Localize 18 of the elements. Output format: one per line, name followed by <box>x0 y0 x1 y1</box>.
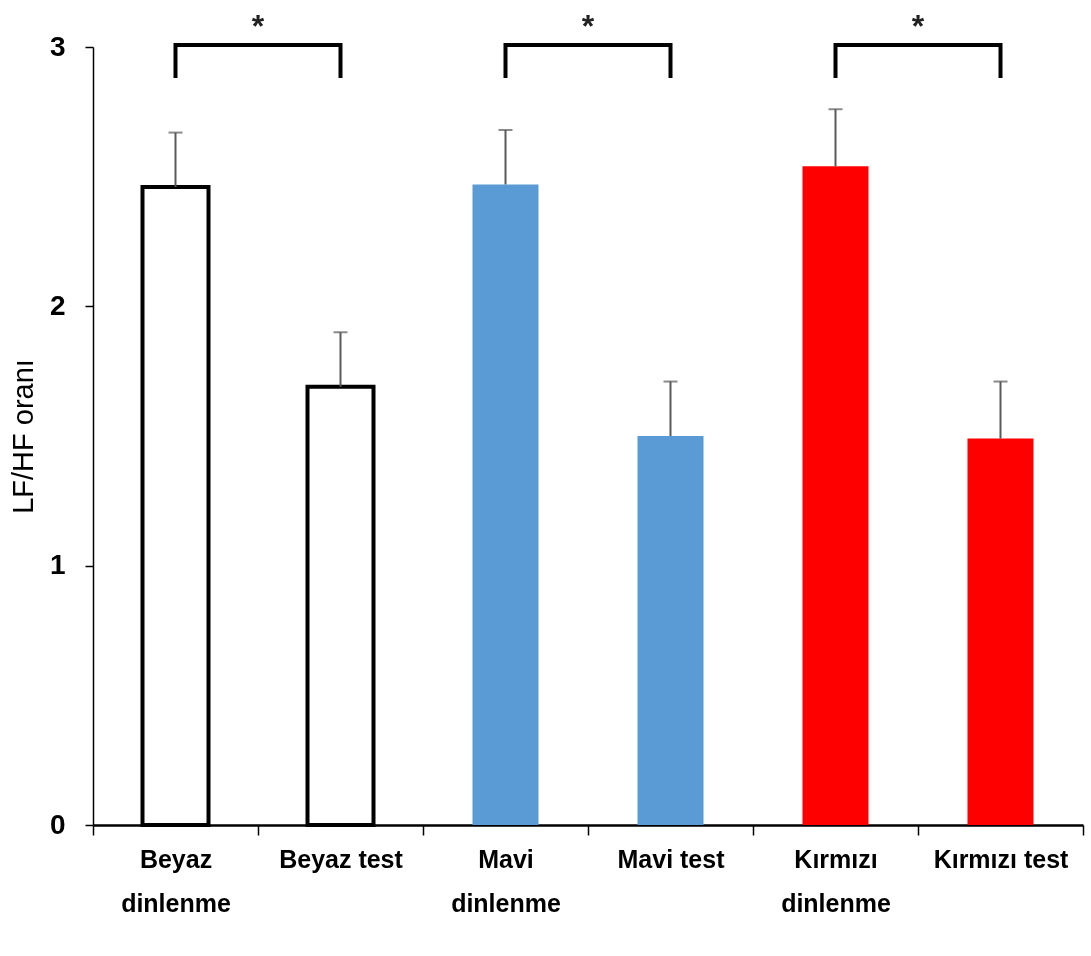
bar <box>472 184 539 825</box>
bar <box>637 436 704 825</box>
y-tick-label: 3 <box>49 30 66 62</box>
y-tick-label: 2 <box>49 289 66 321</box>
x-tick-label: Beyaz test <box>279 844 404 873</box>
text: * <box>911 8 925 44</box>
bar <box>802 166 869 825</box>
x-tick-label: Mavi test <box>617 844 726 873</box>
x-tick-label: Kırmızı dinlenme <box>781 844 891 917</box>
text: * <box>251 8 265 44</box>
y-tick-label: 1 <box>49 549 66 581</box>
x-tick-label: Kırmızı test <box>933 844 1070 873</box>
y-axis-title: LF/HF oranı <box>6 359 39 514</box>
x-tick-label: Mavi dinlenme <box>451 844 561 917</box>
bar <box>967 438 1034 825</box>
x-tick-label: Beyaz dinlenme <box>121 844 231 917</box>
text: * <box>581 8 595 44</box>
y-tick-label: 0 <box>49 808 66 840</box>
